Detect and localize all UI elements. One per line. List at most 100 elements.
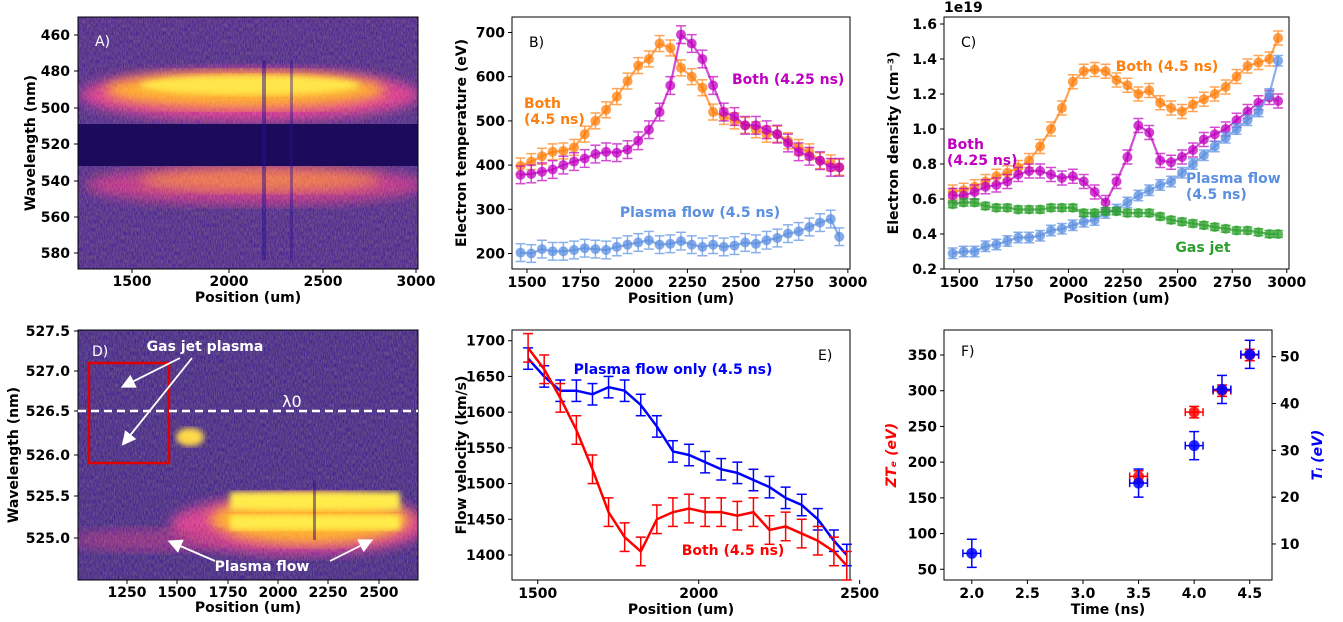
y-tick-label: 100: [908, 527, 937, 543]
data-point: [991, 180, 1002, 190]
data-point: [1209, 222, 1220, 232]
error-bar: [716, 497, 727, 528]
data-point: [622, 144, 633, 155]
xtick: 2250: [309, 585, 348, 601]
data-point: [1133, 89, 1144, 99]
y-tick-label: 400: [476, 158, 505, 174]
data-point: [991, 202, 1002, 213]
xtick: 2000: [210, 274, 249, 290]
data-point: [633, 135, 644, 146]
y-tick-label: 1.2: [912, 87, 937, 103]
y-tick-label: 1550: [466, 441, 505, 457]
panel-label: E): [818, 348, 832, 364]
data-point: [643, 54, 654, 64]
error-bar: [587, 382, 598, 406]
data-point: [590, 149, 601, 160]
data-point: [1209, 129, 1220, 140]
y-tick-label: 0.4: [912, 227, 937, 243]
plot-frame: [943, 16, 1290, 270]
arrow: [329, 539, 374, 562]
data-point: [579, 153, 590, 164]
x-tick-label: 2000: [614, 275, 653, 291]
panel-a-ylabel: Wavelength (nm): [23, 75, 39, 211]
series-Plasma flow (4.5 ns): [515, 209, 845, 264]
x-tick-label: 3000: [828, 275, 867, 291]
data-point: [1253, 57, 1264, 68]
y-right-tick-label: 50: [1280, 350, 1300, 366]
x-axis-label: Position (um): [628, 602, 734, 618]
data-point: [1100, 206, 1111, 217]
data-point: [1188, 440, 1200, 452]
data-point: [1216, 383, 1228, 395]
x-tick-label: 4.5: [1237, 586, 1262, 602]
data-point: [1002, 202, 1013, 213]
ytick: 527.0: [26, 364, 71, 380]
data-point: [1045, 225, 1056, 236]
data-point: [1177, 167, 1188, 178]
data-point: [729, 240, 740, 251]
series-label: Gas jet: [1175, 240, 1230, 256]
data-point: [1078, 208, 1089, 218]
data-point: [708, 80, 719, 91]
data-point: [1133, 208, 1144, 218]
ytick: 520: [41, 137, 70, 153]
data-point: [569, 244, 580, 255]
data-point: [1100, 66, 1111, 77]
data-point: [1273, 33, 1284, 43]
data-point: [1045, 169, 1056, 180]
y-axis-label: Electron density (cm⁻³): [886, 52, 902, 235]
data-point: [536, 166, 547, 177]
gas-jet-annotation: Gas jet plasma: [147, 339, 264, 355]
error-bar: [764, 475, 775, 499]
data-point: [1002, 176, 1013, 187]
data-point: [947, 190, 958, 201]
error-bar: [667, 497, 678, 528]
data-point: [1024, 166, 1035, 176]
arrow: [120, 357, 181, 388]
data-point: [1198, 134, 1209, 145]
error-bar: [555, 382, 566, 413]
y-tick-label: 1450: [466, 512, 505, 528]
data-point: [1133, 120, 1144, 131]
data-point: [761, 124, 772, 135]
data-point: [1002, 236, 1013, 246]
arrow: [167, 539, 216, 562]
x-tick-label: 2500: [840, 586, 879, 602]
data-point: [1177, 216, 1188, 227]
data-point: [1177, 152, 1188, 162]
data-point: [676, 62, 686, 73]
data-point: [1253, 106, 1264, 117]
data-point: [1155, 211, 1166, 222]
panel-label: B): [529, 35, 544, 51]
error-bar: [603, 497, 614, 528]
data-point: [729, 111, 740, 122]
data-point: [1089, 208, 1100, 218]
data-point: [1111, 176, 1122, 187]
ytick: 540: [41, 174, 70, 190]
data-point: [1056, 173, 1067, 183]
data-point: [1155, 180, 1166, 190]
data-point: [526, 156, 537, 167]
ytick: 525.5: [26, 489, 70, 505]
data-point: [526, 248, 537, 259]
error-bar: [780, 486, 791, 510]
data-point: [558, 246, 569, 257]
data-point: [815, 217, 826, 228]
error-bar: [780, 511, 791, 542]
data-point: [1078, 66, 1089, 77]
panel-a-xlabel: Position (um): [195, 290, 301, 306]
data-point: [547, 146, 558, 157]
data-point: [1177, 106, 1188, 117]
data-point: [665, 238, 676, 249]
data-point: [1242, 106, 1253, 117]
error-bar: [812, 525, 823, 556]
xtick: 2500: [304, 274, 343, 290]
lambda-label: λ0: [282, 392, 302, 411]
data-point: [1045, 202, 1056, 213]
data-point: [980, 181, 991, 192]
data-point: [1122, 197, 1133, 208]
series-Both (4.25 ns): [515, 25, 845, 185]
y-tick-label: 50: [918, 562, 938, 578]
ytick: 460: [41, 28, 70, 44]
data-point: [1220, 132, 1231, 143]
